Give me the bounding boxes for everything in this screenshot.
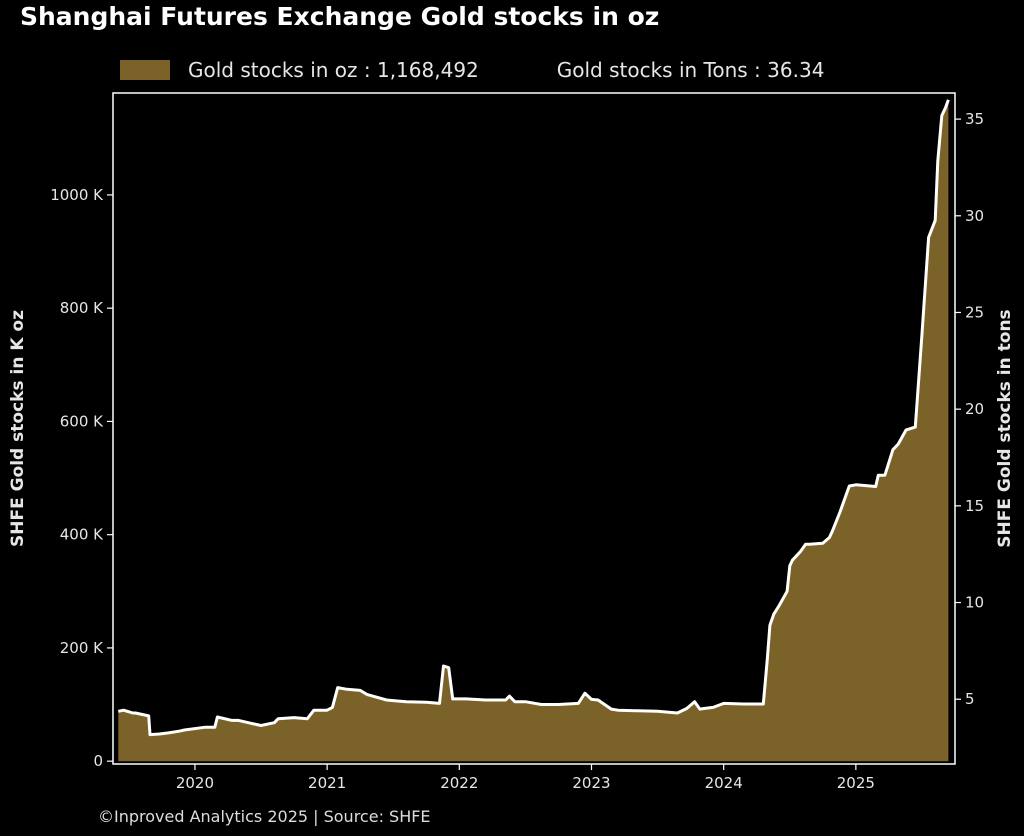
y-tick-label: 600 K [60,412,104,430]
y-tick-label: 1000 K [50,186,104,204]
y2-tick-label: 10 [965,594,984,612]
y2-tick-label: 30 [965,207,984,225]
legend-swatch [120,60,170,80]
y2-tick-label: 20 [965,400,984,418]
x-tick-label: 2022 [440,774,478,792]
y2-tick-label: 15 [965,497,984,515]
y2-axis-label: SHFE Gold stocks in tons [995,309,1015,547]
y2-tick-label: 25 [965,303,984,321]
series-line-gold-stocks [117,99,950,737]
legend-label-tons: Gold stocks in Tons : 36.34 [556,58,825,82]
x-tick-label: 2023 [572,774,610,792]
x-tick-label: 2024 [705,774,743,792]
legend-label-oz: Gold stocks in oz : 1,168,492 [188,58,479,82]
y-tick-label: 800 K [60,299,104,317]
series-area-gold-stocks [118,99,949,762]
x-tick-label: 2021 [308,774,346,792]
x-tick-label: 2020 [176,774,214,792]
legend: Gold stocks in oz : 1,168,492 Gold stock… [120,56,824,84]
y2-tick-label: 5 [965,690,975,708]
footer-credit: ©Inproved Analytics 2025 | Source: SHFE [98,807,431,826]
y-tick-label: 200 K [60,639,104,657]
y-tick-label: 0 [93,752,103,770]
chart-title: Shanghai Futures Exchange Gold stocks in… [20,2,660,31]
y-axis-label: SHFE Gold stocks in K oz [8,310,28,547]
x-tick-label: 2025 [837,774,875,792]
y-tick-label: 400 K [60,526,104,544]
plot-frame [112,92,956,765]
y2-tick-label: 35 [965,110,984,128]
